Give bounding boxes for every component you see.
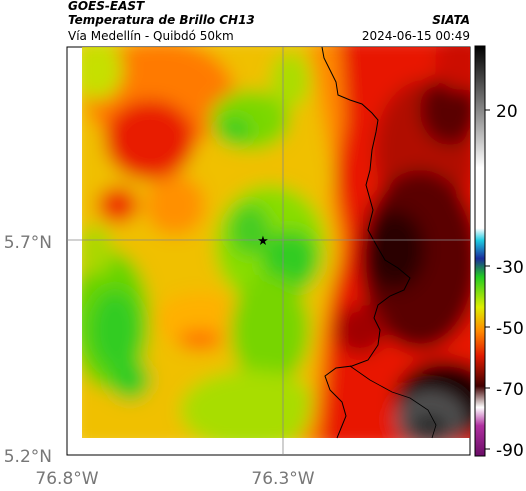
lon-label: 76.8°W <box>35 469 98 489</box>
route-label: Vía Medellín - Quibdó 50km <box>68 29 234 43</box>
lat-axis-labels: 5.7°N 5.2°N <box>4 233 52 467</box>
colorbar-labels: 20 -30 -50 -70 -90 <box>496 102 524 461</box>
datetime-label: 2024-06-15 00:49 <box>361 29 470 43</box>
colorbar-label: -50 <box>496 319 524 339</box>
colorbar-label: -90 <box>496 441 524 461</box>
star-marker: ★ <box>257 234 269 249</box>
satellite-name: GOES-EAST <box>68 0 145 13</box>
lat-label: 5.7°N <box>4 233 52 253</box>
colorbar-label: -30 <box>496 258 524 278</box>
coastline <box>321 46 411 439</box>
product-title: Temperatura de Brillo CH13 <box>68 13 255 27</box>
colorbar <box>474 45 486 457</box>
colorbar-label: 20 <box>496 102 518 122</box>
colorbar-ticks <box>485 109 490 450</box>
agency-label: SIATA <box>432 13 470 27</box>
brightness-temperature-field <box>82 47 470 438</box>
lon-axis-labels: 76.8°W 76.3°W <box>35 469 314 489</box>
lon-label: 76.3°W <box>251 469 314 489</box>
border-line <box>349 365 437 439</box>
colorbar-label: -70 <box>496 380 524 400</box>
lat-label: 5.2°N <box>4 447 52 467</box>
